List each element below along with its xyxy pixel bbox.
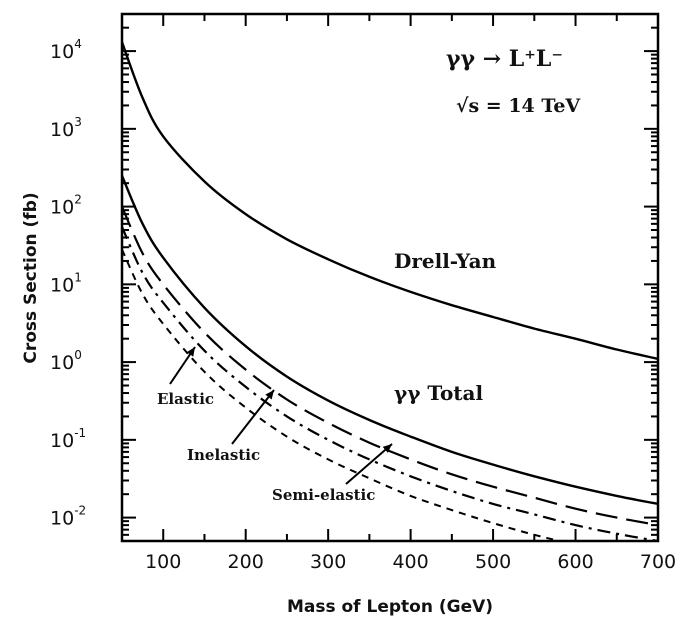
series-line-inelastic [122, 206, 658, 527]
y-tick-label: 103 [50, 115, 82, 141]
x-tick-label: 300 [310, 551, 346, 573]
y-tick-label: 10-2 [50, 504, 86, 530]
y-tick-exponent: -2 [74, 504, 86, 518]
inelastic-label: Inelastic [187, 446, 260, 464]
x-tick-label: 100 [145, 551, 181, 573]
y-axis-title: Cross Section (fb) [21, 192, 41, 363]
y-tick-exponent: 2 [74, 193, 82, 207]
y-tick-label: 104 [50, 37, 82, 63]
semi-elastic-label: Semi-elastic [272, 486, 375, 504]
semi-elastic-arrow [345, 443, 393, 485]
energy-label: √s = 14 TeV [456, 95, 581, 117]
x-tick-label: 400 [392, 551, 428, 573]
y-tick-exponent: 0 [74, 348, 82, 362]
process-label: γγ → L⁺L⁻ [446, 46, 563, 72]
plot-frame [120, 12, 660, 543]
y-tick-exponent: -1 [74, 426, 86, 440]
series-lines [122, 41, 658, 541]
y-tick-exponent: 1 [74, 270, 82, 284]
x-tick-label: 500 [475, 551, 511, 573]
series-line-semi-elastic [122, 226, 658, 541]
x-tick-labels: 100 200 300 400 500 600 700 [145, 551, 676, 573]
elastic-label: Elastic [157, 390, 214, 408]
gamma-total-label: γγ Total [394, 381, 483, 405]
y-tick-label: 100 [50, 348, 82, 374]
x-axis-title: Mass of Lepton (GeV) [287, 597, 493, 617]
y-tick-label: 10-1 [50, 426, 86, 452]
axis-ticks [121, 13, 659, 542]
x-tick-label: 600 [557, 551, 593, 573]
inelastic-arrow [231, 389, 275, 445]
y-tick-exponent: 3 [74, 115, 82, 129]
elastic-arrow [169, 346, 196, 385]
y-tick-label: 101 [50, 270, 82, 296]
x-tick-label: 700 [640, 551, 676, 573]
y-tick-exponent: 4 [74, 37, 82, 51]
series-line-drell-yan [122, 41, 658, 361]
y-tick-label: 102 [50, 193, 82, 219]
series-line-total [122, 175, 658, 506]
x-tick-label: 200 [228, 551, 264, 573]
drell-yan-label: Drell-Yan [394, 249, 497, 273]
